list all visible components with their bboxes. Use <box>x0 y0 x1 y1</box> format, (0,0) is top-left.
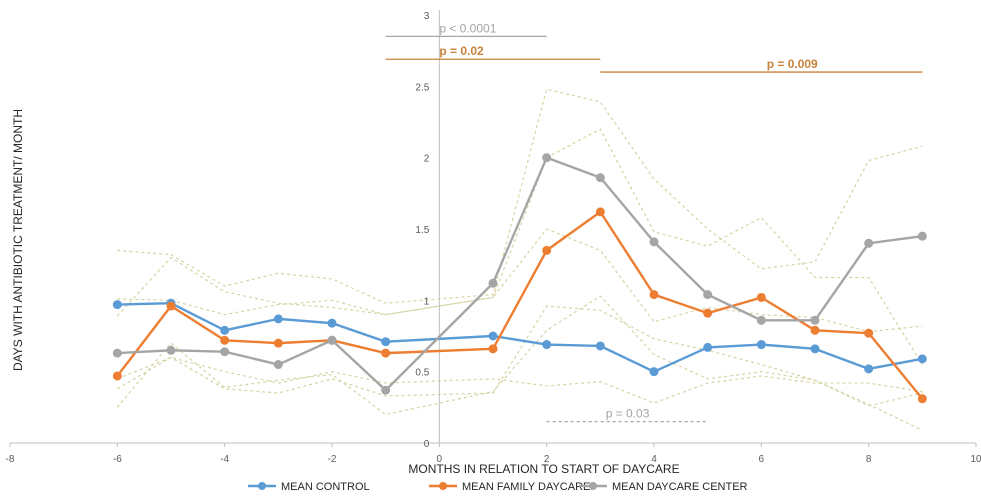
data-point <box>649 367 659 377</box>
data-point <box>381 337 391 347</box>
data-point <box>810 315 820 325</box>
y-tick-label: 1 <box>424 296 430 307</box>
data-point <box>810 344 820 354</box>
ci-line <box>117 228 923 333</box>
confidence-interval-lines <box>116 88 923 431</box>
data-point <box>112 300 122 310</box>
ci-line <box>117 305 923 407</box>
y-tick-label: 0 <box>424 439 430 450</box>
y-tick-label: 1.5 <box>415 225 429 236</box>
data-point <box>649 290 659 300</box>
x-tick-label: 2 <box>544 454 550 465</box>
p-value-label: p = 0.03 <box>606 407 650 421</box>
series-line <box>116 210 924 400</box>
series-line <box>117 156 923 392</box>
data-point <box>595 173 605 183</box>
ci-line <box>116 128 923 365</box>
p-value-label: p = 0.009 <box>767 57 818 71</box>
x-tick-label: 0 <box>437 454 443 465</box>
data-point <box>542 340 552 350</box>
legend-label: MEAN DAYCARE CENTER <box>612 481 748 493</box>
data-point <box>917 394 927 404</box>
ci-line <box>117 88 923 304</box>
data-point <box>273 314 283 324</box>
x-tick-label: -6 <box>113 454 122 465</box>
x-axis-title: MONTHS IN RELATION TO START OF DAYCARE <box>408 462 679 476</box>
data-point <box>595 207 605 217</box>
data-point <box>756 340 766 350</box>
data-point <box>703 308 713 318</box>
data-point <box>381 385 391 395</box>
data-point <box>220 325 230 335</box>
legend-label: MEAN FAMILY DAYCARE <box>462 481 590 493</box>
data-point <box>381 348 391 358</box>
legend-label: MEAN CONTROL <box>281 481 370 493</box>
x-tick-label: 4 <box>651 454 657 465</box>
data-point <box>756 315 766 325</box>
data-point <box>864 238 874 248</box>
ci-line <box>116 295 923 431</box>
axes: -8 -6 -4 -2 0 2 4 6 8 10 0 0.5 1 1.5 2 2.5 3 <box>6 10 981 465</box>
data-point <box>542 153 552 163</box>
ci-line <box>117 356 923 404</box>
data-point <box>166 301 176 311</box>
p-value-label: p < 0.0001 <box>439 21 496 35</box>
y-tick-label: 0.5 <box>415 368 429 379</box>
data-point <box>488 278 498 288</box>
data-point <box>166 345 176 355</box>
series-lines <box>112 153 927 404</box>
series-line <box>117 301 923 373</box>
data-point <box>917 231 927 241</box>
x-tick-label: 10 <box>970 454 981 465</box>
data-point <box>327 318 337 328</box>
data-point <box>488 344 498 354</box>
data-point <box>112 371 122 381</box>
data-point <box>542 245 552 255</box>
x-tick-label: 8 <box>866 454 872 465</box>
data-point <box>703 290 713 300</box>
data-point <box>112 348 122 358</box>
x-tick-label: -8 <box>6 454 15 465</box>
data-point <box>273 360 283 370</box>
data-point <box>864 364 874 374</box>
data-point <box>864 328 874 338</box>
y-tick-label: 2.5 <box>415 82 429 93</box>
data-point <box>649 237 659 247</box>
data-point <box>703 342 713 352</box>
data-point <box>917 354 927 364</box>
data-point <box>756 292 766 302</box>
p-value-label: p = 0.02 <box>439 44 484 58</box>
x-tick-label: 6 <box>759 454 765 465</box>
x-tick-label: -2 <box>328 454 337 465</box>
y-axis-title: DAYS WITH ANTIBIOTIC TREATMENT/ MONTH <box>11 109 25 371</box>
legend-swatch-marker <box>258 482 266 490</box>
y-tick-label: 2 <box>424 154 430 165</box>
data-point <box>327 335 337 345</box>
legend-swatch-marker <box>589 482 597 490</box>
data-point <box>595 341 605 351</box>
y-tick-label: 3 <box>424 11 430 22</box>
data-point <box>810 325 820 335</box>
data-point <box>220 347 230 357</box>
legend-swatch-marker <box>439 482 447 490</box>
legend: MEAN CONTROL MEAN FAMILY DAYCARE MEAN DAYC… <box>248 481 748 493</box>
significance-annotations: p < 0.0001 p = 0.02 p = 0.009 p = 0.03 <box>385 21 923 423</box>
x-tick-label: -4 <box>220 454 229 465</box>
data-point <box>488 331 498 341</box>
data-point <box>220 335 230 345</box>
data-point <box>273 338 283 348</box>
